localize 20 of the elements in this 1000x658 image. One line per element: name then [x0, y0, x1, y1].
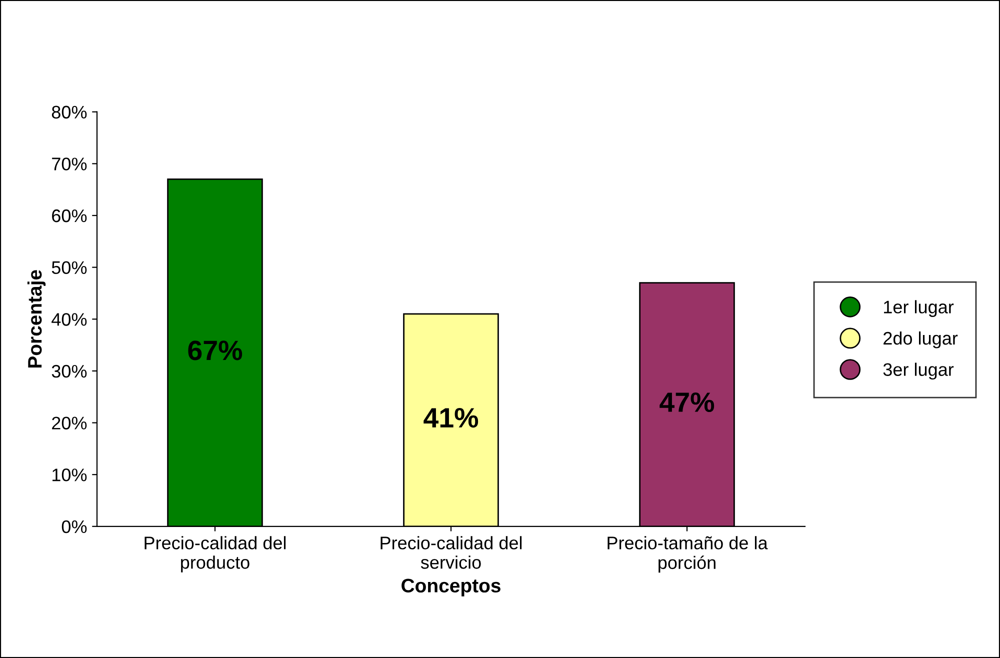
- y-tick-label: 20%: [52, 416, 87, 430]
- x-tick-label: Precio-calidad del servicio: [380, 536, 522, 569]
- x-axis-title: Conceptos: [402, 578, 500, 596]
- data-label: 67%: [188, 340, 242, 360]
- data-label: 47%: [660, 392, 714, 412]
- legend-label: 3er lugar: [883, 362, 954, 380]
- y-tick-label: 10%: [52, 468, 87, 482]
- x-tick-label: Precio-calidad del producto: [144, 536, 286, 572]
- x-tick-label: Precio-tamaño de la porción: [608, 536, 768, 573]
- legend-label: 2do lugar: [884, 331, 958, 348]
- y-tick-label: 40%: [52, 313, 87, 326]
- y-axis-title: Porcentaje: [27, 270, 46, 368]
- y-tick-label: 0%: [62, 520, 87, 534]
- y-tick-label: 30%: [52, 364, 87, 378]
- y-tick-label: 60%: [52, 209, 87, 222]
- y-tick-label: 70%: [52, 158, 87, 170]
- legend-label: 1er lugar: [884, 300, 954, 317]
- y-tick-label: 50%: [52, 261, 87, 274]
- data-label: 41%: [424, 408, 478, 428]
- y-tick-label: 80%: [52, 106, 87, 119]
